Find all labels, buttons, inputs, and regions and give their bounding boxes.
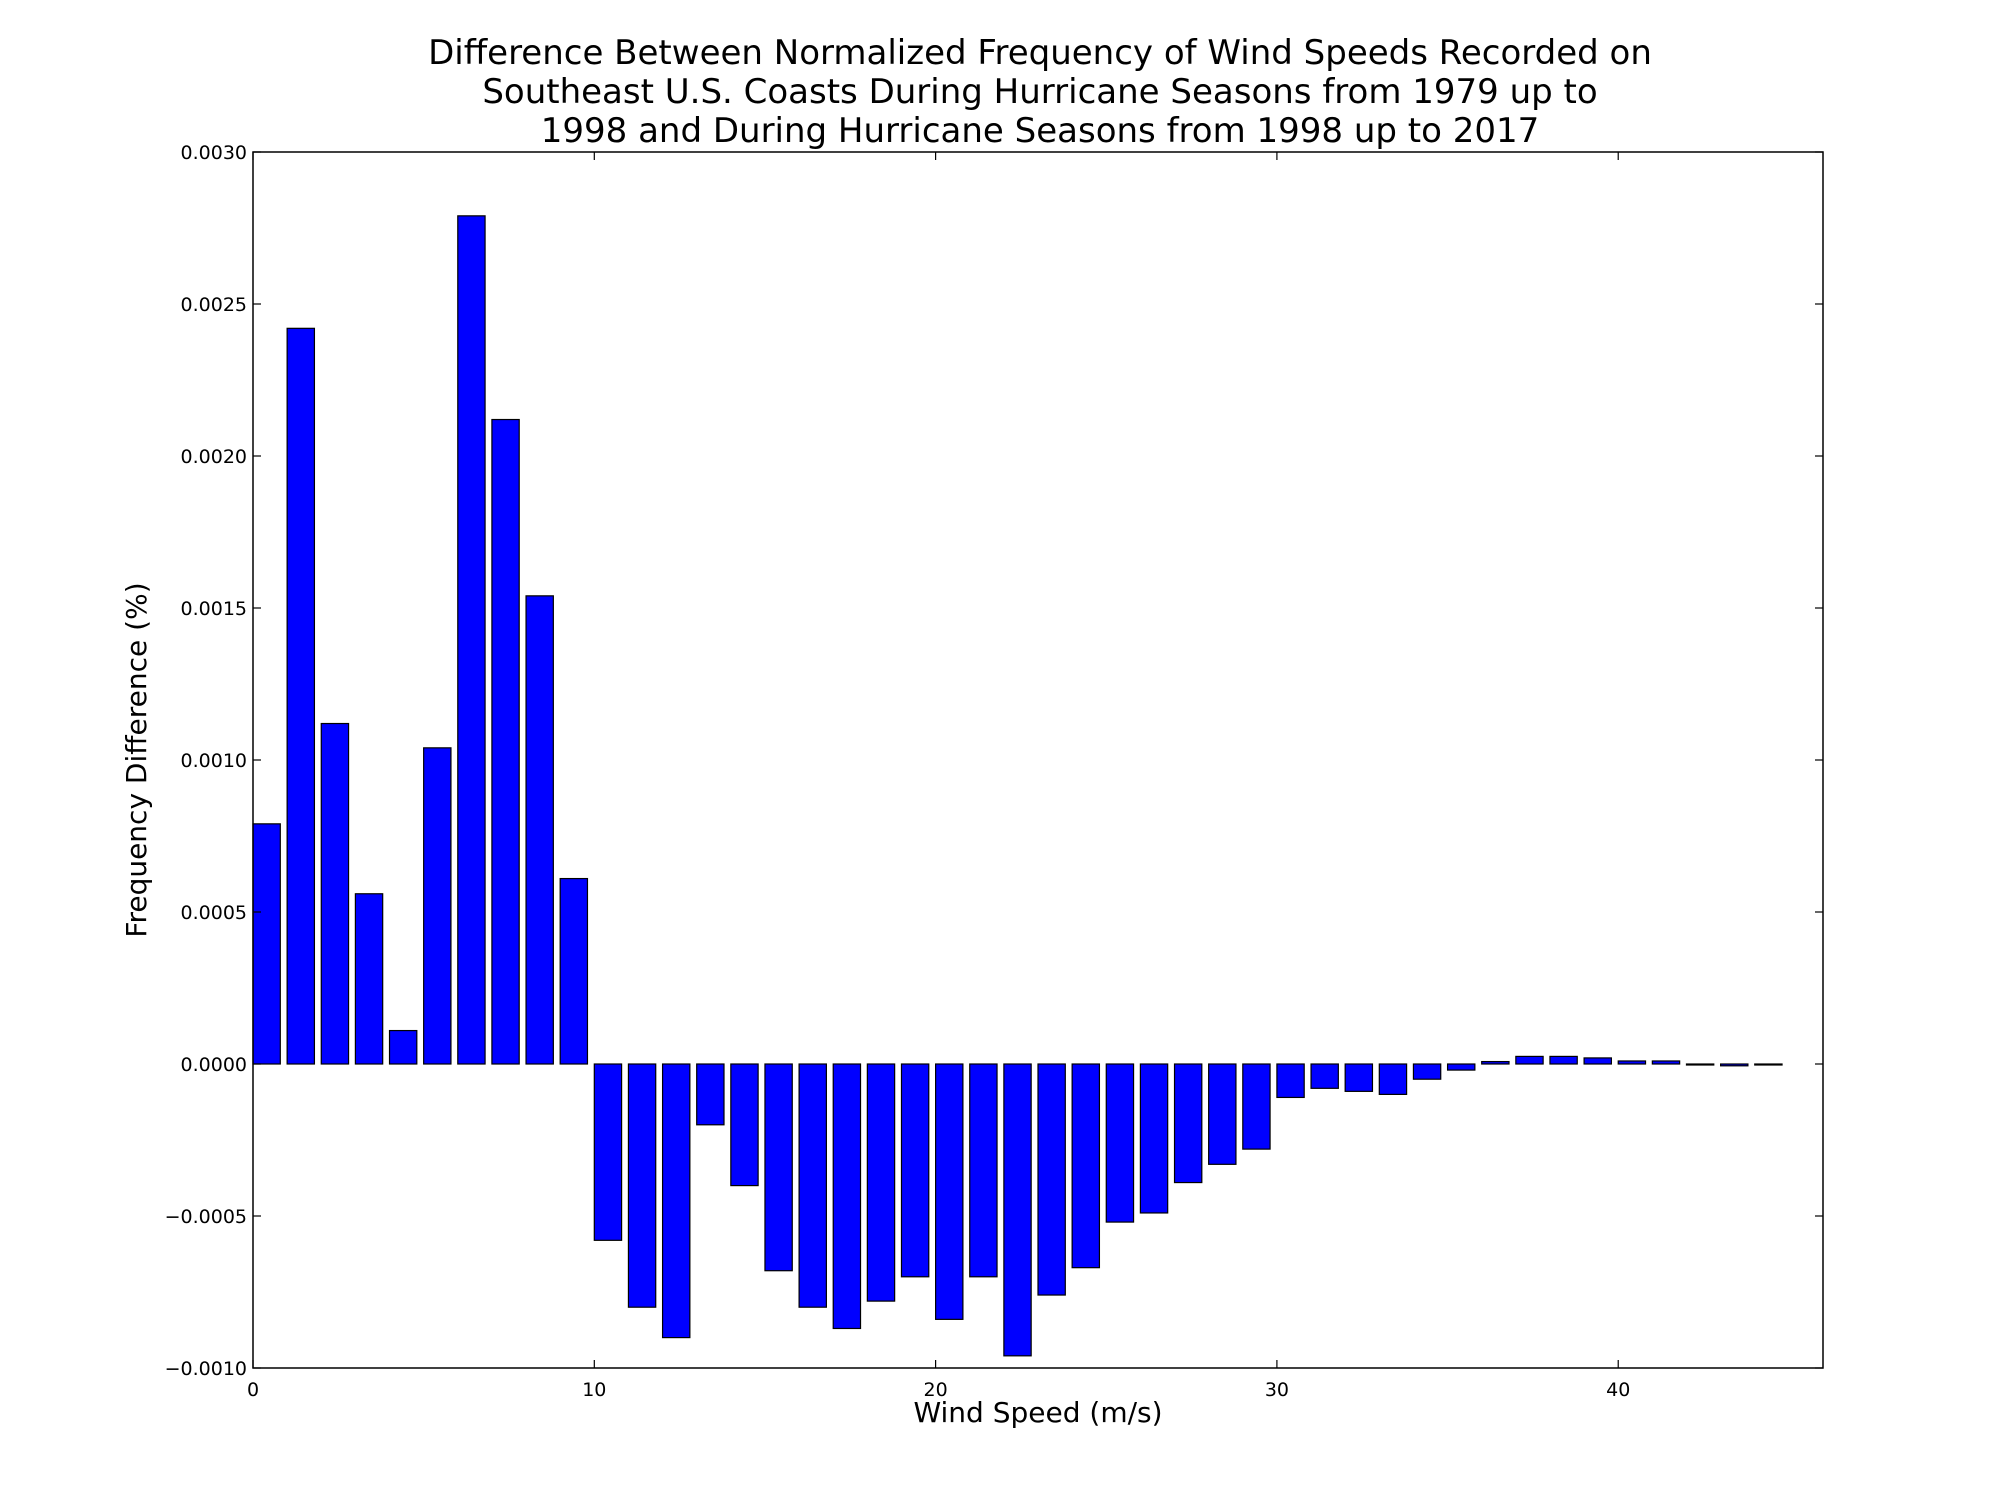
bar-25 — [1105, 1063, 1135, 1223]
bar-5 — [423, 747, 452, 1065]
bar-43 — [1720, 1063, 1749, 1067]
bar-20 — [935, 1063, 964, 1320]
bar-6 — [457, 215, 486, 1065]
bar-11 — [627, 1063, 657, 1308]
bar-28 — [1208, 1063, 1237, 1165]
bar-37 — [1515, 1055, 1544, 1065]
bar-14 — [730, 1063, 759, 1187]
bar-13 — [696, 1063, 725, 1126]
bars-group — [252, 215, 1783, 1357]
x-axis-ticks: 0 10 20 30 40 — [247, 152, 1630, 1401]
y-tick-label: 0.0015 — [181, 598, 247, 620]
bar-12 — [661, 1063, 691, 1339]
bar-2 — [320, 722, 350, 1065]
bar-40 — [1617, 1060, 1647, 1065]
y-tick-label: 0.0030 — [181, 142, 247, 164]
bar-10 — [593, 1063, 623, 1241]
bar-42 — [1685, 1063, 1715, 1066]
x-tick-label: 40 — [1606, 1379, 1630, 1401]
bar-31 — [1310, 1063, 1339, 1089]
y-tick-label: −0.0005 — [165, 1206, 247, 1228]
bar-44 — [1754, 1063, 1783, 1066]
bar-7 — [491, 418, 520, 1065]
bar-3 — [354, 893, 384, 1065]
bar-0 — [252, 823, 281, 1065]
bar-18 — [866, 1063, 896, 1302]
bar-34 — [1412, 1063, 1442, 1080]
y-tick-label: 0.0000 — [181, 1054, 247, 1076]
y-tick-label: 0.0010 — [181, 750, 247, 772]
bar-36 — [1481, 1060, 1510, 1065]
bar-8 — [525, 595, 554, 1065]
y-axis-ticks: −0.0010 −0.0005 0.0000 0.0005 0.0010 0.0015 0.… — [165, 142, 1823, 1380]
bar-24 — [1071, 1063, 1101, 1269]
bar-38 — [1549, 1055, 1578, 1065]
bar-27 — [1173, 1063, 1203, 1184]
bar-1 — [286, 327, 316, 1065]
bar-26 — [1139, 1063, 1169, 1214]
bar-21 — [969, 1063, 998, 1278]
bar-19 — [900, 1063, 930, 1278]
chart-title-line-3: 1998 and During Hurricane Seasons from 1… — [541, 111, 1540, 151]
bar-15 — [764, 1063, 793, 1272]
chart-title-line-2: Southeast U.S. Coasts During Hurricane S… — [482, 72, 1597, 112]
bar-30 — [1276, 1063, 1305, 1099]
bar-35 — [1446, 1063, 1476, 1071]
bar-17 — [832, 1063, 862, 1330]
y-tick-label: 0.0020 — [181, 446, 247, 468]
bar-32 — [1344, 1063, 1374, 1092]
x-axis-label: Wind Speed (m/s) — [913, 1396, 1162, 1429]
bar-41 — [1651, 1060, 1681, 1065]
bar-4 — [388, 1029, 418, 1065]
bar-29 — [1242, 1063, 1271, 1150]
x-tick-label: 30 — [1265, 1379, 1289, 1401]
x-tick-label: 0 — [247, 1379, 259, 1401]
x-tick-label: 10 — [582, 1379, 606, 1401]
bar-39 — [1583, 1057, 1612, 1065]
bar-33 — [1378, 1063, 1408, 1095]
bar-23 — [1037, 1063, 1066, 1296]
y-tick-label: 0.0025 — [181, 294, 247, 316]
x-tick-label: 20 — [924, 1379, 948, 1401]
y-tick-label: −0.0010 — [165, 1358, 247, 1380]
y-tick-label: 0.0005 — [181, 902, 247, 924]
y-axis-label: Frequency Difference (%) — [120, 582, 153, 937]
chart-title: Difference Between Normalized Frequency … — [428, 33, 1652, 151]
bar-16 — [798, 1063, 827, 1308]
bar-9 — [559, 877, 589, 1065]
chart-title-line-1: Difference Between Normalized Frequency … — [428, 33, 1652, 73]
bar-22 — [1003, 1063, 1032, 1357]
